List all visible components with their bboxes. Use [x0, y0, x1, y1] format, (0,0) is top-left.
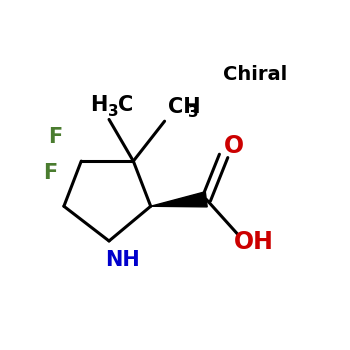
Polygon shape: [151, 192, 207, 207]
Text: CH: CH: [168, 97, 201, 117]
Text: F: F: [43, 163, 57, 183]
Text: Chiral: Chiral: [223, 65, 287, 84]
Text: F: F: [48, 127, 62, 147]
Text: NH: NH: [106, 250, 140, 270]
Text: H: H: [90, 95, 107, 115]
Text: OH: OH: [234, 230, 274, 254]
Text: 3: 3: [188, 105, 199, 120]
Text: O: O: [224, 134, 244, 158]
Text: 3: 3: [108, 104, 119, 119]
Text: C: C: [118, 95, 133, 115]
